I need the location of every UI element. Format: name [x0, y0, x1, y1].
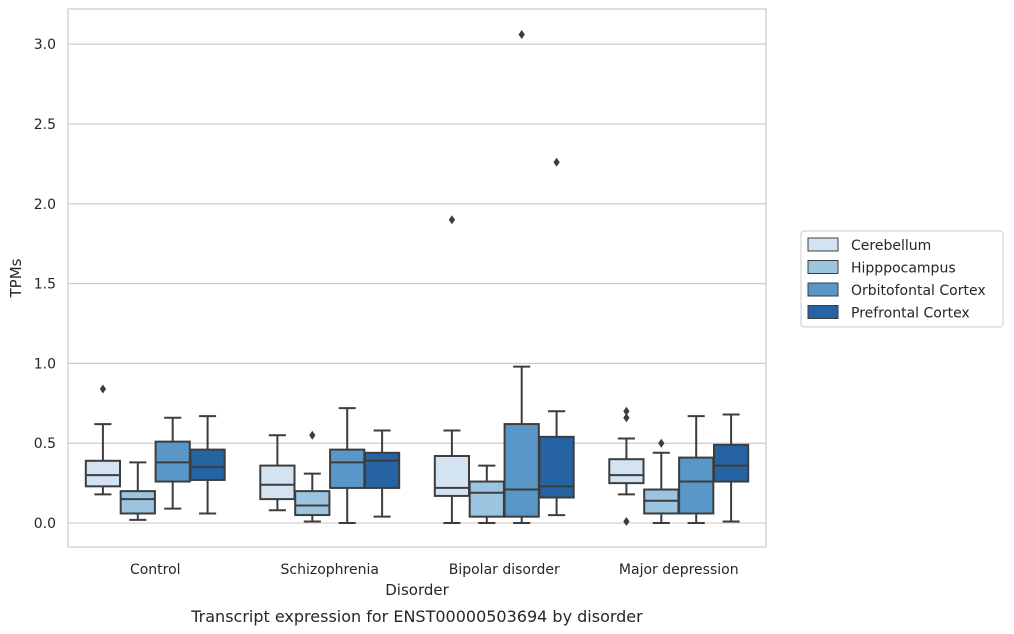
legend-frame	[800, 230, 1004, 328]
x-tick-label: Major depression	[619, 562, 739, 578]
box-rect	[119, 490, 156, 515]
box-outlier	[553, 157, 560, 167]
legend-label: Hipppocampus	[851, 261, 956, 277]
chart-caption: Transcript expression for ENST0000050369…	[190, 607, 643, 626]
box-rect	[608, 458, 645, 485]
box-rect	[363, 451, 401, 489]
y-tick-label: 0.5	[34, 436, 56, 452]
y-axis-ticks: 0.0 0.5 1.0 1.5 2.0 2.5 3.0	[34, 37, 56, 532]
legend-label: Prefrontal Cortex	[851, 306, 970, 322]
y-tick-label: 1.0	[34, 356, 56, 372]
box-series-group	[84, 30, 750, 526]
box-outlier	[99, 384, 107, 394]
x-axis-ticks: Control Schizophrenia Bipolar disorder Majo…	[130, 562, 739, 578]
box-outlier	[448, 215, 456, 225]
box-rect	[678, 456, 715, 515]
y-tick-label: 2.0	[34, 197, 56, 213]
box-rect	[84, 459, 122, 488]
x-axis-label: Disorder	[385, 581, 449, 599]
box-rect	[329, 448, 366, 489]
y-tick-label: 3.0	[34, 37, 56, 53]
box-rect	[189, 448, 226, 481]
box-rect	[259, 464, 296, 501]
x-tick-label: Bipolar disorder	[449, 562, 560, 578]
box-outlier	[623, 406, 630, 416]
box-rect	[294, 490, 331, 517]
box-rect	[468, 480, 505, 518]
x-tick-label: Control	[130, 562, 181, 578]
box-outlier	[623, 413, 630, 423]
box-outlier	[623, 516, 630, 526]
legend: Cerebellum Hipppocampus Orbitofontal Corte…	[800, 230, 1004, 328]
box-rect	[433, 455, 471, 497]
y-tick-label: 1.5	[34, 277, 56, 293]
y-axis-label: TPMs	[7, 258, 25, 298]
plot-area-frame	[67, 8, 767, 548]
legend-swatch	[807, 237, 839, 252]
y-tick-label: 2.5	[34, 117, 56, 133]
legend-label: Orbitofontal Cortex	[851, 283, 986, 299]
legend-swatch	[807, 260, 839, 274]
box-outlier	[658, 438, 665, 448]
y-tick-label: 0.0	[34, 516, 56, 532]
x-tick-label: Schizophrenia	[281, 562, 379, 578]
legend-label: Cerebellum	[851, 238, 931, 254]
box-rect	[712, 443, 750, 483]
box-outlier	[309, 430, 316, 440]
box-rect	[503, 423, 540, 518]
legend-swatch	[807, 305, 839, 319]
box-rect	[538, 435, 575, 499]
box-outlier	[518, 30, 525, 40]
legend-swatch	[807, 282, 839, 297]
